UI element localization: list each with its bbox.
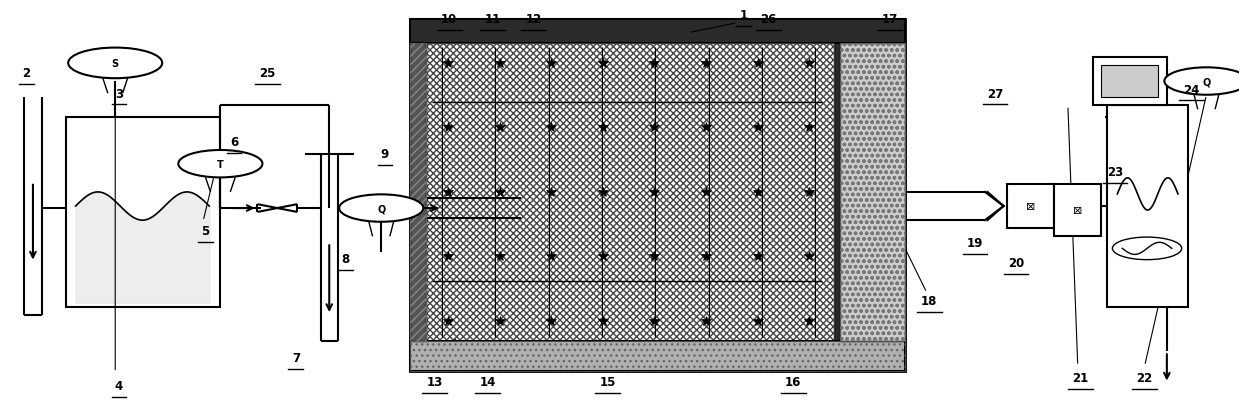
Text: 20: 20 bbox=[1008, 256, 1024, 269]
Bar bbox=[425, 44, 835, 341]
Text: 19: 19 bbox=[967, 236, 983, 249]
Circle shape bbox=[1112, 237, 1182, 260]
Bar bbox=[409, 19, 904, 44]
Text: 16: 16 bbox=[785, 375, 801, 388]
Bar bbox=[425, 44, 835, 341]
Bar bbox=[1054, 184, 1101, 237]
Bar bbox=[1107, 106, 1188, 307]
Text: 5: 5 bbox=[201, 224, 210, 237]
Text: 23: 23 bbox=[1107, 166, 1123, 179]
Text: 15: 15 bbox=[599, 375, 616, 388]
Text: 25: 25 bbox=[259, 67, 275, 80]
Bar bbox=[1007, 184, 1054, 229]
Bar bbox=[1092, 58, 1167, 106]
Bar bbox=[409, 19, 904, 371]
Text: ⊠: ⊠ bbox=[1073, 206, 1083, 215]
Text: 22: 22 bbox=[1136, 371, 1153, 384]
Text: 13: 13 bbox=[427, 375, 443, 388]
Bar bbox=[841, 44, 904, 341]
Text: S: S bbox=[112, 59, 119, 69]
Text: 11: 11 bbox=[485, 13, 501, 26]
Bar bbox=[409, 44, 425, 341]
Text: 6: 6 bbox=[229, 136, 238, 149]
Text: 27: 27 bbox=[987, 87, 1003, 100]
Bar bbox=[409, 44, 425, 341]
Bar bbox=[1101, 66, 1158, 98]
Text: ⊠: ⊠ bbox=[1025, 202, 1035, 211]
Bar bbox=[409, 341, 904, 371]
Text: 21: 21 bbox=[1073, 371, 1089, 384]
Circle shape bbox=[1164, 68, 1240, 96]
Text: 4: 4 bbox=[115, 379, 123, 392]
Text: 2: 2 bbox=[22, 67, 30, 80]
Circle shape bbox=[340, 195, 423, 222]
Text: 14: 14 bbox=[480, 375, 496, 388]
Text: 1: 1 bbox=[739, 9, 748, 22]
Text: T: T bbox=[217, 159, 223, 169]
Circle shape bbox=[68, 49, 162, 79]
Text: 3: 3 bbox=[115, 87, 123, 100]
Text: 26: 26 bbox=[760, 13, 776, 26]
Text: 18: 18 bbox=[921, 294, 937, 307]
Text: Q: Q bbox=[1203, 77, 1210, 87]
Bar bbox=[66, 118, 221, 307]
Text: 24: 24 bbox=[1183, 83, 1200, 96]
Text: Q: Q bbox=[377, 204, 386, 213]
Text: 8: 8 bbox=[341, 252, 350, 265]
Circle shape bbox=[179, 151, 263, 178]
Bar bbox=[409, 341, 904, 371]
Text: 17: 17 bbox=[882, 13, 898, 26]
Text: 12: 12 bbox=[526, 13, 542, 26]
Text: 9: 9 bbox=[381, 148, 389, 161]
Bar bbox=[841, 44, 904, 341]
Text: 10: 10 bbox=[441, 13, 458, 26]
Text: 7: 7 bbox=[291, 351, 300, 364]
